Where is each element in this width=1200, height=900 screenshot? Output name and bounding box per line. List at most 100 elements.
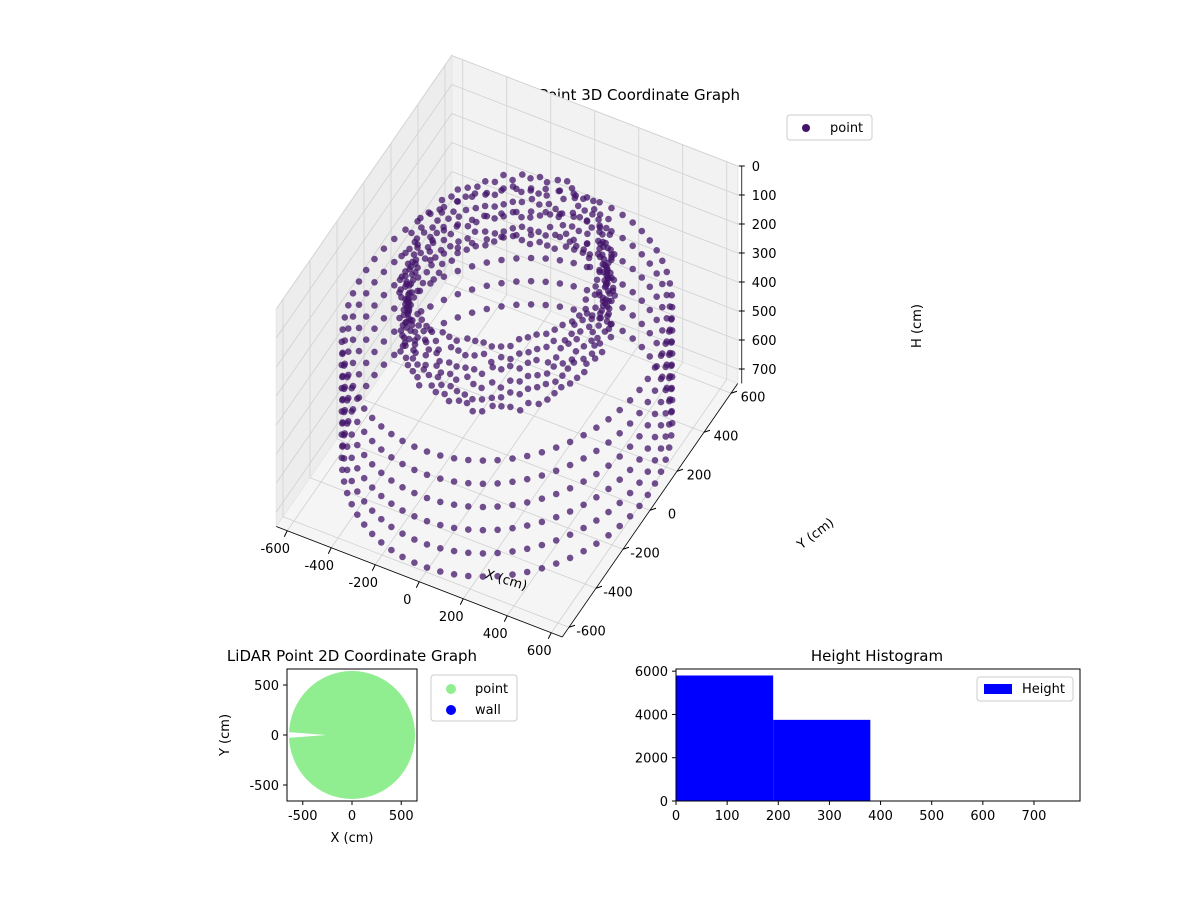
data-point <box>455 238 462 245</box>
data-point <box>525 399 532 407</box>
data-point <box>378 539 385 546</box>
data-point <box>518 188 525 196</box>
data-point <box>608 204 615 212</box>
data-point <box>516 365 523 372</box>
data-point <box>509 225 517 232</box>
data-point <box>462 193 470 200</box>
data-point <box>593 540 600 547</box>
data-point <box>605 305 613 312</box>
data-point <box>651 387 659 395</box>
data-point <box>646 329 654 337</box>
data-point <box>461 391 469 398</box>
data-point <box>340 362 348 369</box>
data-point <box>450 571 458 578</box>
data-point <box>425 346 433 353</box>
data-point <box>437 452 444 459</box>
data-point <box>509 198 517 206</box>
data-point <box>420 229 428 236</box>
y-tick-label: -500 <box>249 779 279 794</box>
data-point <box>629 242 636 250</box>
data-point <box>507 355 514 363</box>
data-point <box>551 245 558 252</box>
data-point <box>619 304 626 312</box>
data-point <box>360 474 368 482</box>
data-point <box>398 252 405 260</box>
data-point <box>421 336 429 344</box>
data-point <box>362 266 370 274</box>
data-point <box>523 499 531 506</box>
data-point <box>582 305 589 313</box>
data-point <box>665 444 673 451</box>
data-point <box>595 322 602 329</box>
data-point <box>566 461 574 469</box>
data-point <box>354 511 361 518</box>
data-point <box>626 443 634 451</box>
data-point <box>543 192 550 199</box>
x-tick <box>327 547 332 554</box>
data-point <box>445 215 452 222</box>
data-point <box>488 343 496 350</box>
data-point <box>536 238 543 246</box>
data-point <box>576 312 583 319</box>
data-point <box>588 350 596 358</box>
data-point <box>483 236 491 243</box>
data-point <box>402 226 409 233</box>
data-point <box>616 499 623 507</box>
chart-3d-axes: -600 -400 -200 0 200 400 600 -600 -400 -200 0 200 40… <box>260 160 776 659</box>
data-point <box>616 453 623 460</box>
data-point <box>576 213 584 221</box>
y-tick <box>649 507 657 511</box>
data-point <box>500 185 507 192</box>
data-point <box>534 371 541 379</box>
data-point <box>409 276 417 284</box>
data-point <box>605 439 612 446</box>
grid-line-x <box>330 76 508 548</box>
data-point <box>604 312 611 320</box>
data-point <box>488 394 496 402</box>
data-point <box>437 568 444 575</box>
data-point <box>596 211 604 218</box>
data-point <box>559 360 567 367</box>
data-point <box>481 212 488 220</box>
data-point <box>465 479 472 487</box>
data-point <box>638 297 646 305</box>
data-point <box>552 444 560 451</box>
data-point <box>509 208 517 216</box>
data-point <box>554 176 562 184</box>
data-point <box>348 384 356 392</box>
data-point <box>552 537 560 544</box>
data-point <box>518 213 525 221</box>
data-point <box>483 282 491 290</box>
grid-line-z <box>275 113 738 368</box>
data-point <box>400 306 408 314</box>
data-point <box>368 507 376 514</box>
data-point <box>580 195 587 203</box>
data-point <box>527 301 535 308</box>
chart-2d-legend: point wall <box>430 674 518 722</box>
data-point <box>488 379 496 386</box>
data-point <box>498 366 505 373</box>
data-point <box>543 242 551 249</box>
data-point <box>603 224 610 232</box>
data-point <box>593 276 601 284</box>
x-tick-label: 400 <box>483 627 508 642</box>
data-point <box>593 447 600 455</box>
data-point <box>535 228 542 236</box>
y-tick-label: 4000 <box>635 708 668 723</box>
data-point <box>446 370 454 378</box>
data-point <box>479 526 487 534</box>
data-point <box>592 304 599 312</box>
data-point <box>657 422 665 429</box>
data-point <box>455 213 463 220</box>
data-point <box>609 287 617 295</box>
data-point <box>472 204 480 212</box>
data-point <box>527 254 535 262</box>
histogram-bar <box>773 719 871 801</box>
data-point <box>638 343 646 351</box>
data-point <box>378 446 385 453</box>
data-point <box>581 207 588 214</box>
data-point <box>464 373 471 381</box>
data-point <box>507 342 514 350</box>
data-point <box>629 219 636 226</box>
data-point <box>619 327 626 335</box>
